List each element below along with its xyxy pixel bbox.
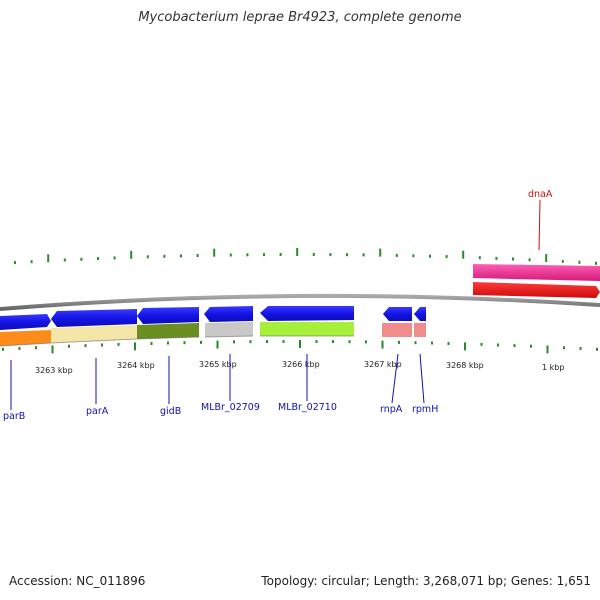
position-label-3265: 3265 kbp: [199, 360, 237, 369]
leader-rpmH: [419, 353, 425, 404]
gene-label-MLBr_02709[interactable]: MLBr_02709: [201, 402, 260, 413]
gene-arrow-rpmH[interactable]: [414, 307, 426, 321]
gene-label-dnaA[interactable]: dnaA: [528, 189, 553, 200]
category-block-rpmH: [414, 323, 426, 337]
gene-leader-lines: [10, 199, 541, 410]
gene-arrow-MLBr_02710[interactable]: [260, 306, 354, 321]
gene-arrow-parB[interactable]: [0, 314, 51, 330]
genome-backbone: [0, 293, 600, 311]
inner-tick-track: [2, 340, 598, 354]
gene-label-rpmH[interactable]: rpmH: [412, 404, 438, 415]
gene-label-parA[interactable]: parA: [86, 406, 109, 417]
category-block-gidB: [137, 323, 199, 339]
topology-label: Topology: circular; Length: 3,268,071 bp…: [261, 574, 591, 588]
gene-label-parB[interactable]: parB: [3, 411, 25, 422]
category-block-rnpA: [382, 323, 412, 337]
position-labels: 3263 kbp 3264 kbp 3265 kbp 3266 kbp 3267…: [35, 360, 564, 375]
dnaA-outer-arrow[interactable]: [473, 264, 600, 281]
position-label-1: 1 kbp: [542, 363, 564, 372]
gene-label-rnpA[interactable]: rnpA: [380, 404, 403, 415]
gene-arrow-parA[interactable]: [51, 309, 137, 327]
dnaA-inner-arrow[interactable]: [473, 282, 600, 298]
accession-label: Accession: NC_011896: [9, 574, 146, 588]
leader-rnpA: [391, 353, 399, 404]
leader-dnaA: [538, 199, 541, 251]
gene-arrow-gidB[interactable]: [137, 307, 199, 324]
category-track-rim: [0, 335, 354, 347]
category-block-MLBr_02709: [205, 322, 253, 337]
category-block-parA: [51, 325, 137, 343]
category-block-MLBr_02710: [260, 322, 354, 336]
gene-arrow-MLBr_02709[interactable]: [204, 306, 253, 322]
position-label-3264: 3264 kbp: [117, 361, 155, 370]
dnaA-feature[interactable]: [473, 264, 600, 298]
position-label-3268: 3268 kbp: [446, 361, 484, 370]
gene-label-MLBr_02710[interactable]: MLBr_02710: [278, 402, 337, 413]
position-label-3266: 3266 kbp: [282, 360, 320, 369]
genome-title: Mycobacterium leprae Br4923, complete ge…: [138, 10, 462, 25]
category-track: [0, 322, 426, 347]
category-block-parB: [0, 330, 51, 346]
gene-label-gidB[interactable]: gidB: [160, 406, 181, 417]
outer-tick-track: [14, 248, 597, 265]
gene-arrows-track: [0, 306, 426, 330]
gene-arrow-rnpA[interactable]: [383, 307, 412, 321]
position-label-3263: 3263 kbp: [35, 366, 73, 375]
gene-labels: parB parA gidB MLBr_02709 MLBr_02710 rnp…: [3, 189, 553, 422]
position-label-3267: 3267 kbp: [364, 360, 402, 369]
